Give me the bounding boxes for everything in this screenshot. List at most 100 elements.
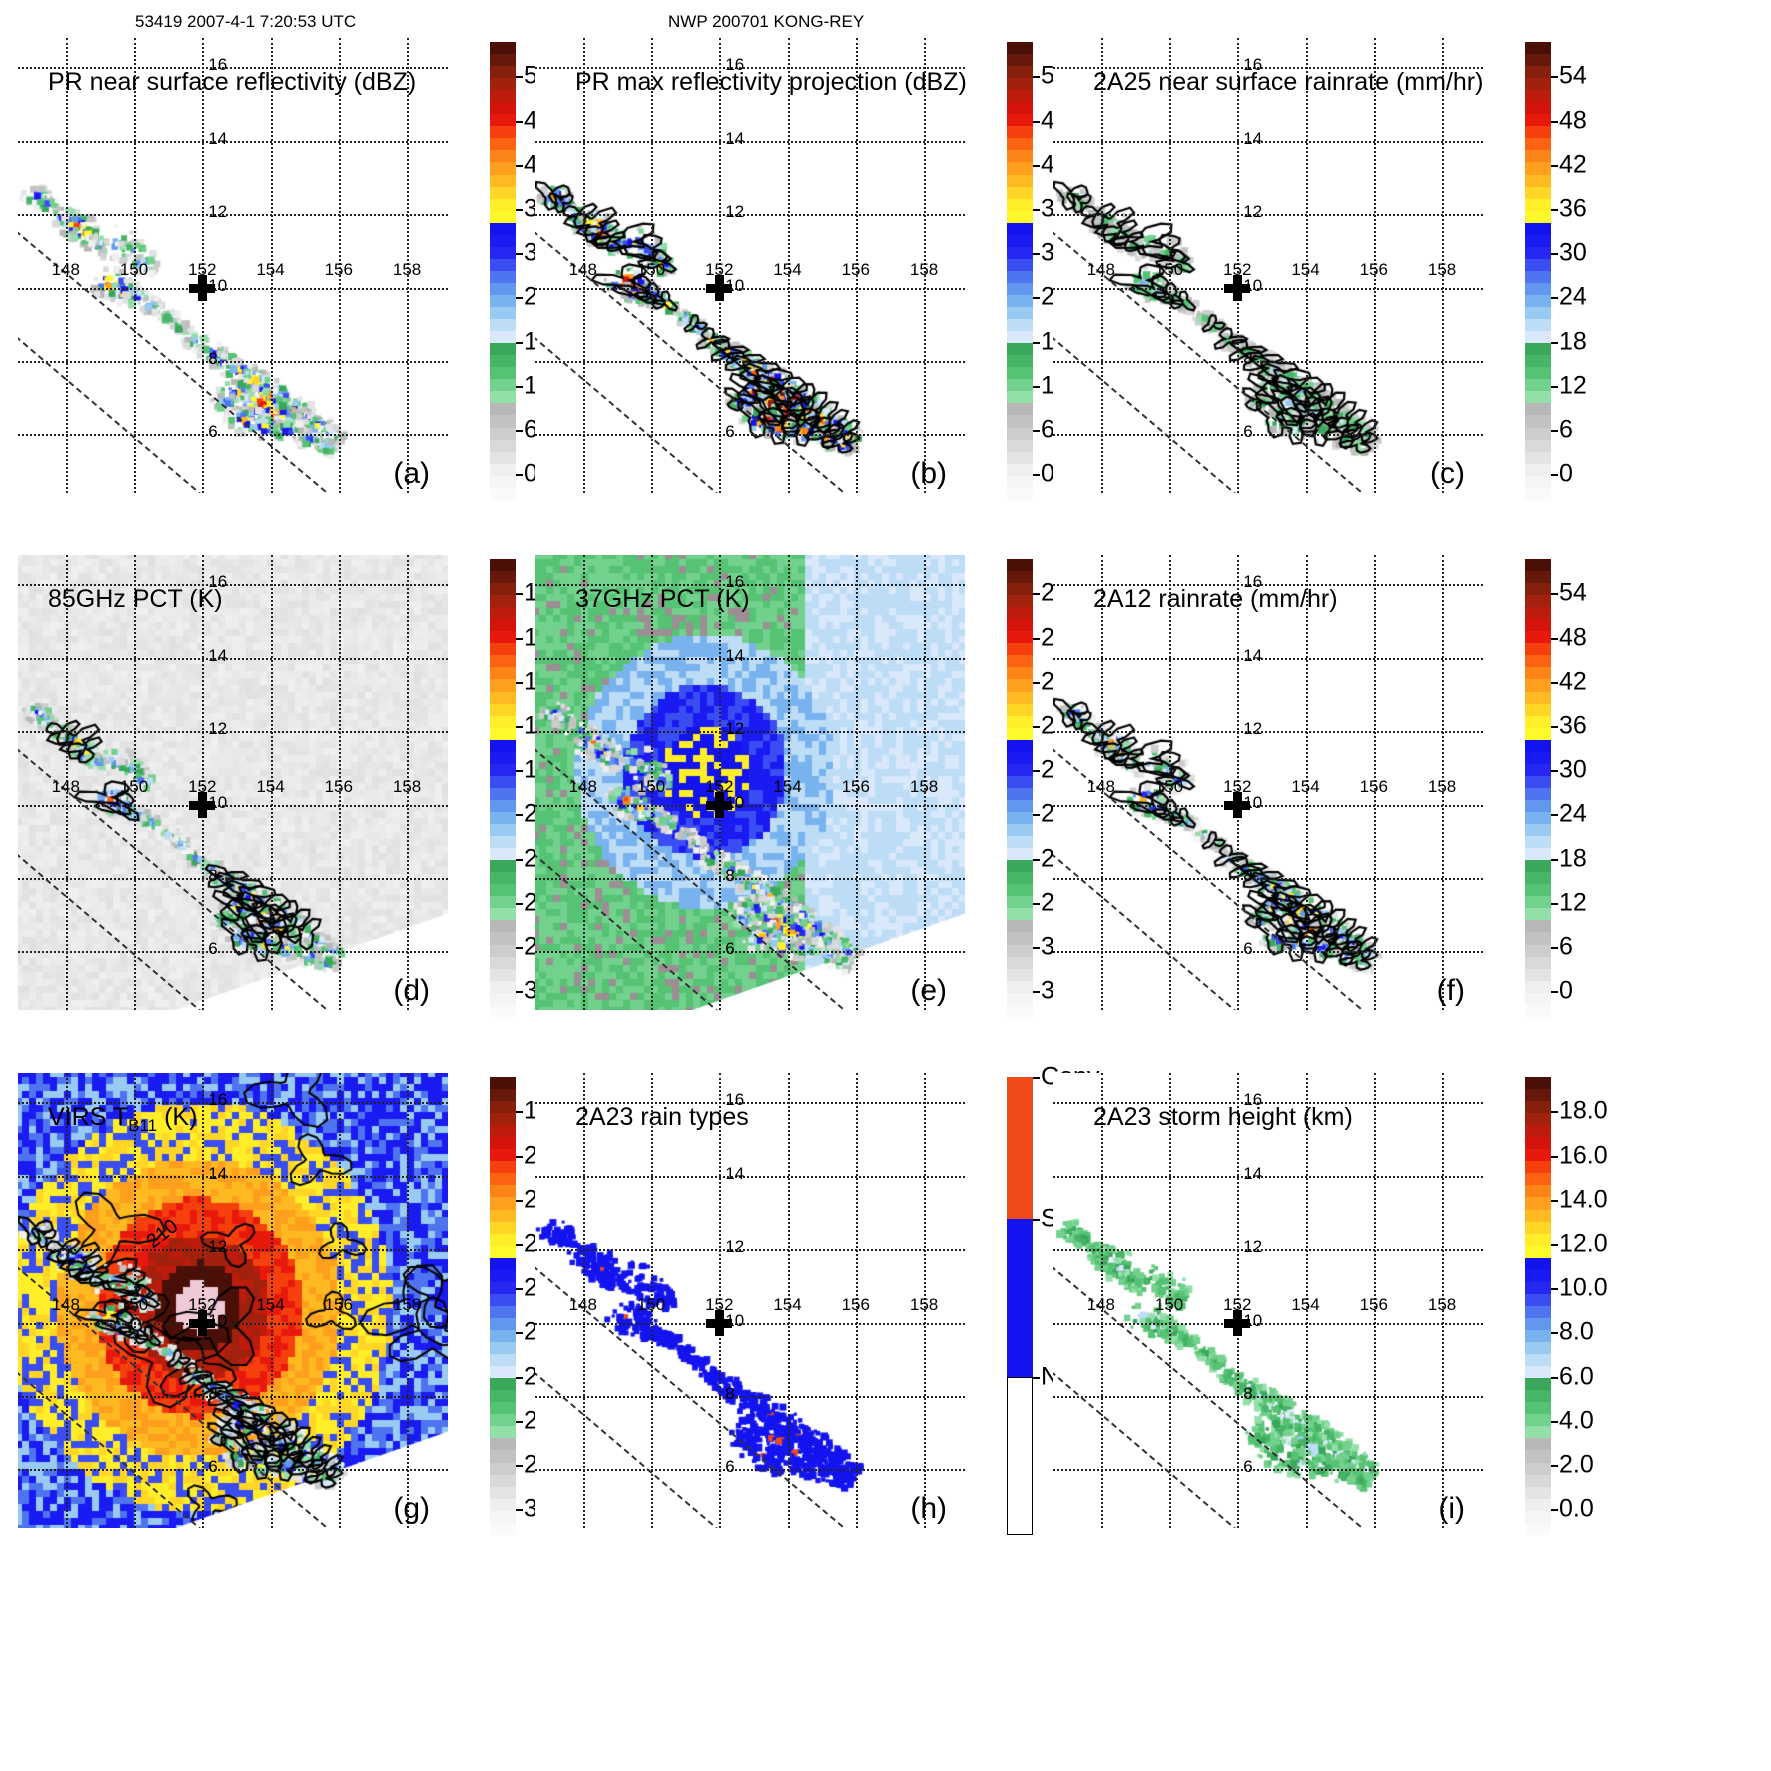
colorbar-segment — [490, 475, 516, 488]
colorbar-tick — [1033, 297, 1040, 300]
plot-area-h[interactable]: 148 150 152 154 156 158 16 14 12 10 8 6 — [535, 1073, 965, 1528]
gridline-horizontal — [1053, 731, 1483, 734]
colorbar-tick — [516, 341, 523, 344]
colorbar-segment — [1007, 319, 1033, 332]
colorbar-segment — [490, 1426, 516, 1439]
colorbar-segment — [490, 787, 516, 800]
raintype-colorbar: ConvStratN/A — [1007, 1063, 1099, 1535]
colorbar-tick — [516, 1155, 523, 1158]
colorbar-segment — [490, 691, 516, 704]
panel-title-h: 2A23 rain types — [575, 1103, 749, 1131]
storm-center-cross — [706, 274, 733, 301]
colorbar-tick — [516, 208, 523, 211]
plot-area-g[interactable]: 148 150 152 154 156 158 16 14 12 10 8 6 210 — [18, 1073, 448, 1528]
colorbar-tick — [516, 1376, 523, 1379]
colorbar-segment — [1007, 1376, 1033, 1535]
colorbar-segment — [490, 932, 516, 945]
plot-area-c[interactable]: 148 150 152 154 156 158 16 14 12 10 8 6 — [1053, 38, 1483, 493]
colorbar-segment — [490, 715, 516, 728]
colorbar-segment — [1007, 150, 1033, 163]
colorbar-tick — [516, 946, 523, 949]
colorbar-segment — [490, 138, 516, 151]
colorbar-tick — [516, 593, 523, 596]
colorbar-segment — [1525, 186, 1551, 199]
panel-e: 148 150 152 154 156 158 16 14 12 10 8 6 37GHz PCT (K… — [535, 555, 1185, 1030]
colorbar-segment — [1525, 860, 1551, 873]
colorbar-segment — [1007, 1077, 1033, 1219]
plot-area-e[interactable]: 148 150 152 154 156 158 16 14 12 10 8 6 — [535, 555, 965, 1010]
gridline-vertical — [1237, 1073, 1240, 1528]
gridline-vertical — [1442, 1073, 1445, 1528]
plot-area-b[interactable]: 148 150 152 154 156 158 16 14 12 10 8 6 — [535, 38, 965, 493]
gridline-horizontal — [18, 434, 448, 437]
colorbar-segment — [490, 1281, 516, 1294]
colorbar-segment — [1525, 258, 1551, 271]
gridline-vertical — [270, 38, 273, 493]
colorbar-segment — [1525, 126, 1551, 139]
colorbar-segment — [490, 451, 516, 464]
colorbar-segment — [1525, 1221, 1551, 1234]
colorbar-segment — [490, 824, 516, 837]
x-tick-label: 150 — [119, 259, 149, 279]
colorbar-segment — [1007, 860, 1033, 873]
colorbar-segment — [1525, 848, 1551, 861]
y-tick-label: 6 — [1243, 939, 1253, 959]
colorbar-tick — [516, 991, 523, 994]
colorbar-segment — [490, 1342, 516, 1355]
storm-center-cross — [1224, 1309, 1251, 1336]
colorbar-segment — [1525, 595, 1551, 608]
colorbar-segment — [1525, 751, 1551, 764]
colorbar-segment — [490, 811, 516, 825]
gridline-horizontal — [1053, 1322, 1483, 1325]
colorbar-segment — [490, 739, 516, 752]
colorbar-segment — [1007, 595, 1033, 608]
panel-label-g: (g) — [393, 1492, 430, 1525]
colorbar-segment — [1525, 379, 1551, 392]
storm-center-cross — [189, 1309, 216, 1336]
panel-title-d: 85GHz PCT (K) — [48, 585, 223, 613]
colorbar-segment — [490, 836, 516, 849]
x-tick-label: 152 — [705, 1294, 734, 1314]
x-tick-label: 154 — [1291, 1294, 1320, 1314]
colorbar-segment — [1525, 583, 1551, 596]
colorbar-segment — [1525, 427, 1551, 440]
gridline-horizontal — [1053, 140, 1483, 143]
colorbar-tick-label: 0 — [1559, 976, 1573, 1005]
colorbar-segment — [1007, 1004, 1033, 1017]
colorbar-segment — [1525, 1342, 1551, 1355]
colorbar-tick — [1033, 474, 1040, 477]
colorbar-segment — [1525, 1173, 1551, 1186]
colorbar-segment — [1525, 1498, 1551, 1511]
colorbar-segment — [1525, 1077, 1551, 1090]
colorbar-segment — [1007, 367, 1033, 380]
colorbar-segment — [1007, 126, 1033, 139]
y-tick-label: 16 — [1243, 572, 1263, 592]
colorbar-segment — [1525, 210, 1551, 223]
colorbar-segment — [490, 42, 516, 55]
plot-area-f[interactable]: 148 150 152 154 156 158 16 14 12 10 8 6 — [1053, 555, 1483, 1010]
x-tick-label: 148 — [568, 776, 597, 796]
colorbar-segment — [490, 1366, 516, 1379]
colorbar-tick — [516, 1111, 523, 1114]
colorbar-segment — [1525, 920, 1551, 933]
colorbar-tick — [1551, 902, 1558, 905]
gridline-vertical — [65, 38, 68, 493]
gridline-horizontal — [18, 804, 448, 807]
colorbar-tick-label: 10.0 — [1559, 1273, 1608, 1302]
plot-area-i[interactable]: 148 150 152 154 156 158 16 14 12 10 8 6 — [1053, 1073, 1483, 1528]
x-tick-label: 148 — [51, 776, 80, 796]
colorbar-segment — [490, 992, 516, 1005]
colorbar-segment — [1525, 896, 1551, 909]
gridline-horizontal — [18, 1102, 448, 1105]
gridline-vertical — [787, 38, 790, 493]
colorbar-segment — [490, 319, 516, 332]
colorbar-segment — [1007, 908, 1033, 921]
colorbar-segment — [1525, 1209, 1551, 1222]
panel-title-c: 2A25 near surface rainrate (mm/hr) — [1093, 68, 1484, 96]
y-tick-label: 16 — [1243, 1090, 1263, 1110]
plot-area-d[interactable]: 148 150 152 154 156 158 16 14 12 10 8 6 — [18, 555, 448, 1010]
plot-area-a[interactable]: 148 150 152 154 156 158 16 14 12 10 8 6 — [18, 38, 448, 493]
colorbar-tick — [1033, 76, 1040, 79]
colorbar-segment — [490, 1450, 516, 1463]
